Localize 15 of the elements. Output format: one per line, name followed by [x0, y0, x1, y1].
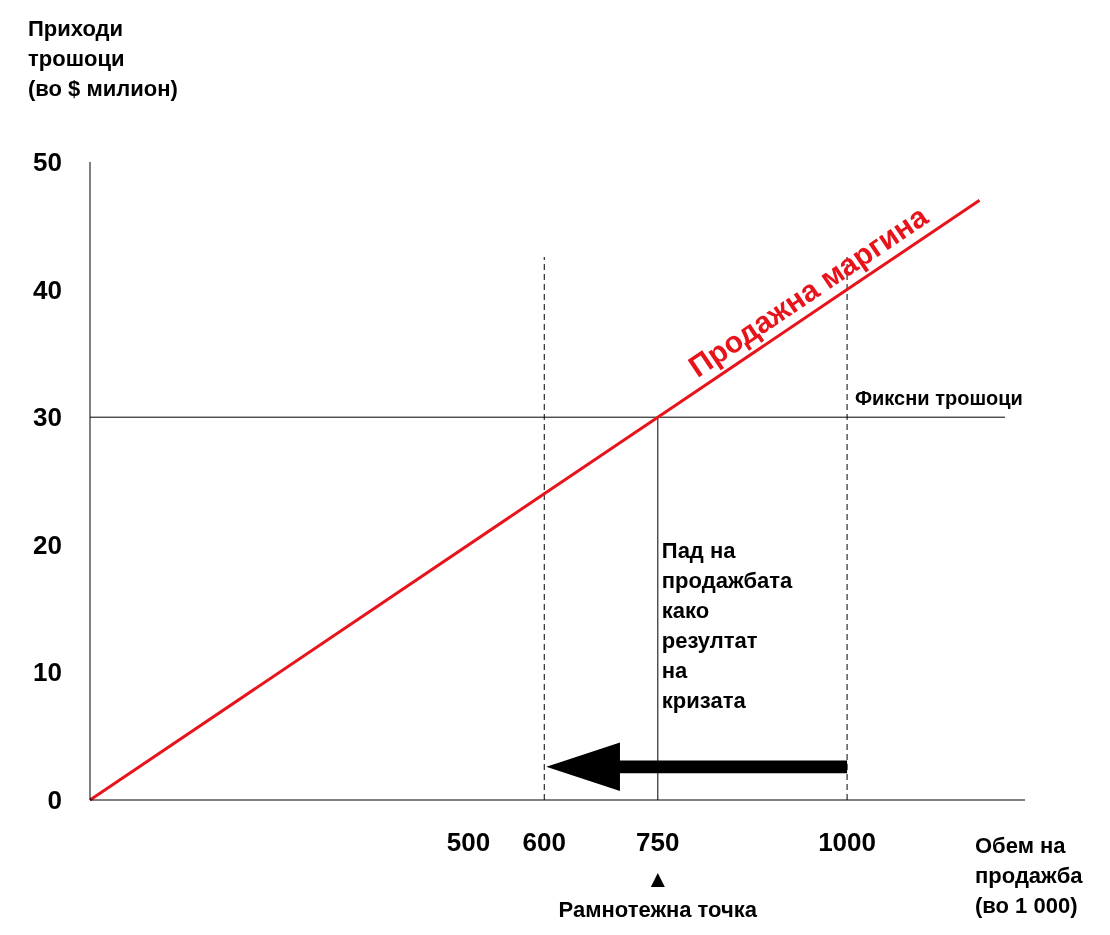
- y-tick-label: 20: [33, 529, 62, 560]
- y-tick-label: 10: [33, 657, 62, 688]
- y-tick-label: 40: [33, 274, 62, 305]
- y-axis-title: Приходи трошоци (во $ милион): [28, 16, 178, 101]
- text: Рамнотежна точка: [558, 897, 758, 922]
- x-tick-label: 600: [522, 827, 566, 857]
- x-tick-label: 1000: [818, 827, 877, 857]
- x-tick-label: 500: [446, 827, 491, 857]
- x-tick-label: 750: [636, 827, 680, 857]
- annotation: Пад на продажбата како резултат на кризата: [661, 537, 794, 713]
- y-tick-label: 50: [33, 147, 62, 177]
- y-tick-label: 0: [47, 785, 62, 815]
- y-tick-label: 30: [33, 402, 62, 433]
- x-axis-title: Обем на продажба (во 1 000): [975, 833, 1084, 918]
- ref-line-label: Фиксни трошоци: [855, 387, 1023, 410]
